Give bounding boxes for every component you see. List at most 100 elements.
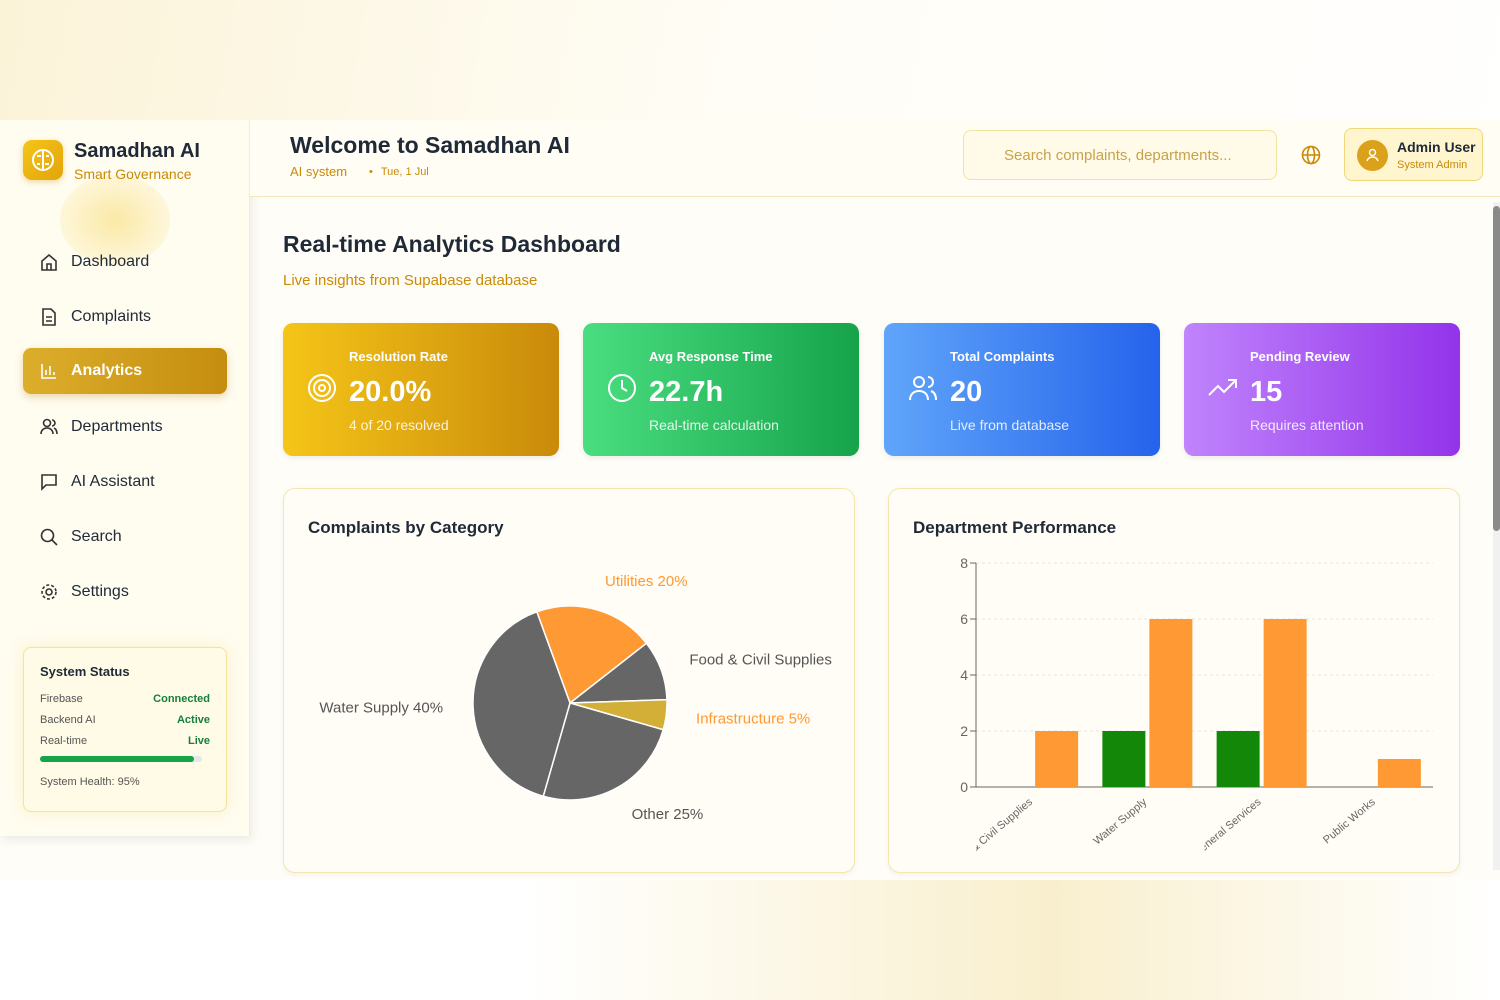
x-tick-label: General Services: [1191, 796, 1264, 860]
slice-label: Water Supply 40%: [319, 699, 443, 716]
status-value: Active: [176, 714, 210, 726]
nav-label: Settings: [71, 583, 129, 600]
user-role: System Admin: [1397, 159, 1468, 171]
x-label-group: Public Works: [1321, 796, 1378, 847]
y-tick-label: 8: [960, 555, 968, 571]
nav-label: Departments: [71, 418, 163, 435]
avatar-icon: [1366, 148, 1379, 162]
system-status: System Status Firebase Connected Backend …: [23, 647, 227, 812]
status-row: Firebase Connected: [40, 693, 210, 705]
status-value: Live: [187, 735, 210, 747]
y-tick-label: 6: [960, 611, 968, 627]
header-date: Tue, 1 Jul: [369, 166, 429, 178]
user-menu[interactable]: Admin User System Admin: [1344, 128, 1483, 181]
logo-icon: [32, 149, 54, 171]
x-tick-label: Water Supply: [1091, 796, 1149, 848]
stat-note: Requires attention: [1250, 417, 1364, 433]
dashboard-subtitle: Live insights from Supabase database: [283, 272, 538, 289]
bar: [1263, 619, 1307, 787]
health-label: System Health: 95%: [40, 776, 140, 788]
brand-title: Samadhan AI: [74, 140, 200, 162]
nav-label: Complaints: [71, 308, 152, 325]
stat-card: Avg Response Time 22.7h Real-time calcul…: [583, 323, 859, 456]
header-title: Welcome to Samadhan AI: [290, 132, 570, 158]
x-label-group: Water Supply: [1091, 796, 1149, 848]
icon: [40, 528, 58, 546]
bar: [1149, 619, 1193, 787]
x-label-group: General Services: [1191, 796, 1264, 860]
language-button[interactable]: [1300, 144, 1322, 166]
nav-label: Analytics: [71, 362, 143, 379]
app: Samadhan AI Smart Governance Dashboard C…: [0, 120, 1500, 880]
nav-label: Search: [71, 528, 122, 545]
glow: [60, 175, 170, 265]
stat-card: Total Complaints 20 Live from database: [884, 323, 1160, 456]
pie-slice: [535, 605, 648, 705]
bar: [1377, 759, 1421, 787]
chart-title: Complaints by Category: [308, 518, 504, 537]
chart: Complaints by Category Utilities 20% Food …: [308, 518, 832, 823]
nav-item[interactable]: AI Assistant: [23, 459, 227, 505]
pie-slice: [472, 610, 571, 798]
y-tick-label: 2: [960, 723, 968, 739]
icon: [308, 374, 336, 402]
chart-title: Department Performance: [913, 518, 1116, 537]
stat-label: Resolution Rate: [349, 349, 448, 364]
pie-slice: [542, 702, 665, 801]
icon: [909, 376, 937, 401]
slice-label: Utilities 20%: [605, 573, 688, 590]
background: [0, 880, 1500, 1000]
user-name: Admin User: [1397, 139, 1476, 155]
scrollbar[interactable]: [1493, 202, 1500, 870]
stat-note: Live from database: [950, 417, 1070, 433]
dashboard-title: Real-time Analytics Dashboard: [283, 231, 621, 257]
stat-value: 20.0%: [349, 376, 432, 408]
search-input[interactable]: Search complaints, departments...: [963, 130, 1277, 180]
bar: [1102, 731, 1146, 787]
slice-label: Other 25%: [632, 806, 704, 823]
nav-item[interactable]: Departments: [23, 404, 227, 450]
stat-value: 15: [1250, 376, 1283, 408]
y-tick-label: 0: [960, 779, 968, 795]
nav-item-active[interactable]: Analytics: [23, 348, 227, 394]
x-tick-label: Public Works: [1321, 796, 1378, 847]
sidebar: Samadhan AI Smart Governance Dashboard C…: [0, 120, 250, 836]
avatar: [1357, 140, 1388, 171]
stat-value: 20: [950, 376, 983, 408]
status-label: Real-time: [40, 735, 88, 747]
status-value: Connected: [153, 693, 210, 705]
icon: [608, 374, 636, 402]
status-row: Real-time Live: [40, 735, 210, 747]
scroll-thumb[interactable]: [1493, 206, 1500, 531]
status-label: Firebase: [40, 693, 83, 705]
chart-panel: Department Performance 0 2 4 6 8 Food & Civil …: [888, 488, 1460, 873]
icon: [1208, 379, 1237, 396]
nav-item[interactable]: Complaints: [23, 294, 227, 340]
x-label-group: Food & Civil Supplies: [976, 796, 1035, 867]
nav-item[interactable]: Settings: [23, 569, 227, 615]
stat-card: Pending Review 15 Requires attention: [1184, 323, 1460, 456]
nav-item[interactable]: Dashboard: [23, 239, 227, 285]
chart: Department Performance 0 2 4 6 8 Food & Civil …: [913, 518, 1433, 867]
stat-card: Resolution Rate 20.0% 4 of 20 resolved: [283, 323, 559, 456]
icon: [42, 308, 56, 326]
icon: [40, 418, 58, 435]
brand-subtitle: Smart Governance: [74, 166, 192, 182]
stat-label: Avg Response Time: [649, 349, 773, 364]
health-track: [40, 756, 202, 762]
slice-label: Food & Civil Supplies: [689, 652, 832, 669]
stat-note: Real-time calculation: [649, 417, 779, 433]
nav-label: Dashboard: [71, 253, 150, 270]
status-row: Backend AI Active: [40, 714, 210, 726]
chart-panel: Complaints by Category Utilities 20% Food …: [283, 488, 855, 873]
header: Welcome to Samadhan AI AI system Tue, 1 …: [250, 120, 1500, 197]
nav-item[interactable]: Search: [23, 514, 227, 560]
icon: [41, 584, 57, 600]
icon: [41, 253, 57, 271]
nav-label: AI Assistant: [71, 473, 155, 490]
slice-label: Infrastructure 5%: [696, 710, 810, 727]
status-label: Backend AI: [40, 714, 96, 726]
stat-label: Total Complaints: [950, 349, 1055, 364]
